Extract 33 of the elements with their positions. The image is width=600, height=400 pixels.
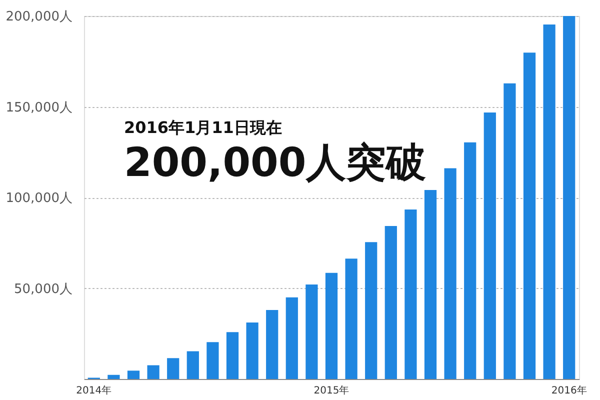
bar (345, 258, 358, 379)
bar (504, 83, 516, 379)
bar (365, 242, 378, 379)
bar (306, 284, 318, 379)
bar (384, 226, 397, 379)
bar (167, 358, 180, 379)
bar (464, 142, 476, 379)
x-tick-label: 2015年 (314, 384, 350, 396)
bar (484, 112, 496, 379)
bar (108, 374, 120, 379)
bar (404, 209, 417, 379)
x-tick-label: 2016年 (551, 384, 587, 396)
bar (563, 16, 576, 379)
x-tick-label: 2014年 (76, 384, 112, 396)
bar (543, 24, 556, 379)
annotation: 2016年1月11日現在 (124, 118, 282, 137)
bar (206, 342, 219, 379)
bar (127, 370, 140, 379)
y-tick-label: 100,000人 (6, 191, 72, 206)
bar (147, 365, 160, 379)
bar (424, 190, 437, 379)
bar (186, 351, 199, 379)
y-tick-label: 50,000人 (14, 282, 72, 297)
bar (286, 297, 298, 379)
y-tick-label: 150,000人 (6, 100, 72, 116)
annotation: 200,000人突破 (124, 140, 426, 186)
bar (325, 272, 338, 379)
y-tick-label: 200,000人 (6, 10, 72, 24)
bar (444, 168, 456, 379)
bar (523, 52, 536, 379)
bar (226, 332, 239, 379)
bar (266, 310, 278, 379)
bar (246, 322, 258, 379)
